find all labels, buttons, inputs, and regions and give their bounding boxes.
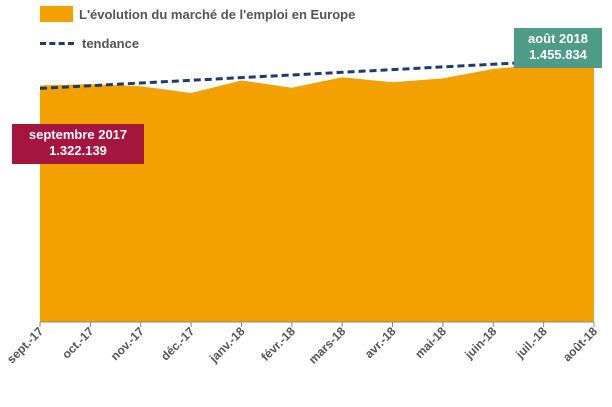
x-tick-label: juin-18 [461, 324, 499, 362]
legend-item-trend: tendance [40, 36, 139, 51]
legend-swatch-area [40, 6, 73, 22]
x-tick-label: juil.-18 [512, 324, 550, 362]
callout-start-value: 1.322.139 [49, 143, 107, 158]
legend-label-area: L'évolution du marché de l'emploi en Eur… [79, 6, 356, 22]
callout-end: août 2018 1.455.834 [514, 28, 602, 68]
callout-end-value: 1.455.834 [529, 47, 587, 62]
callout-end-label: août 2018 [528, 31, 588, 46]
x-tick-label: août-18 [560, 324, 600, 364]
x-tick-label: avr.-18 [362, 324, 399, 361]
x-tick-label: nov.-17 [108, 324, 147, 363]
x-tick-label: janv.-18 [206, 324, 248, 366]
x-tick-label: févr.-18 [258, 324, 298, 364]
trend-line [39, 57, 595, 90]
callout-start: septembre 2017 1.322.139 [12, 124, 144, 164]
x-tick-label: mars-18 [306, 324, 349, 367]
x-tick-label: oct.-17 [59, 324, 96, 361]
x-tick-label: sept.-17 [4, 324, 46, 366]
legend-swatch-trend [40, 42, 74, 45]
legend-item-area: L'évolution du marché de l'emploi en Eur… [40, 6, 355, 22]
area-series-fill [40, 61, 594, 322]
x-tick-label: mai-18 [412, 324, 449, 361]
x-tick-label: déc.-17 [158, 324, 197, 363]
x-axis: sept.-17 oct.-17 nov.-17 déc.-17 janv.-18 fév… [4, 321, 600, 367]
trend-layer [39, 57, 595, 90]
callout-start-label: septembre 2017 [28, 127, 128, 142]
legend-label-trend: tendance [82, 36, 140, 51]
area-layer [40, 61, 594, 322]
